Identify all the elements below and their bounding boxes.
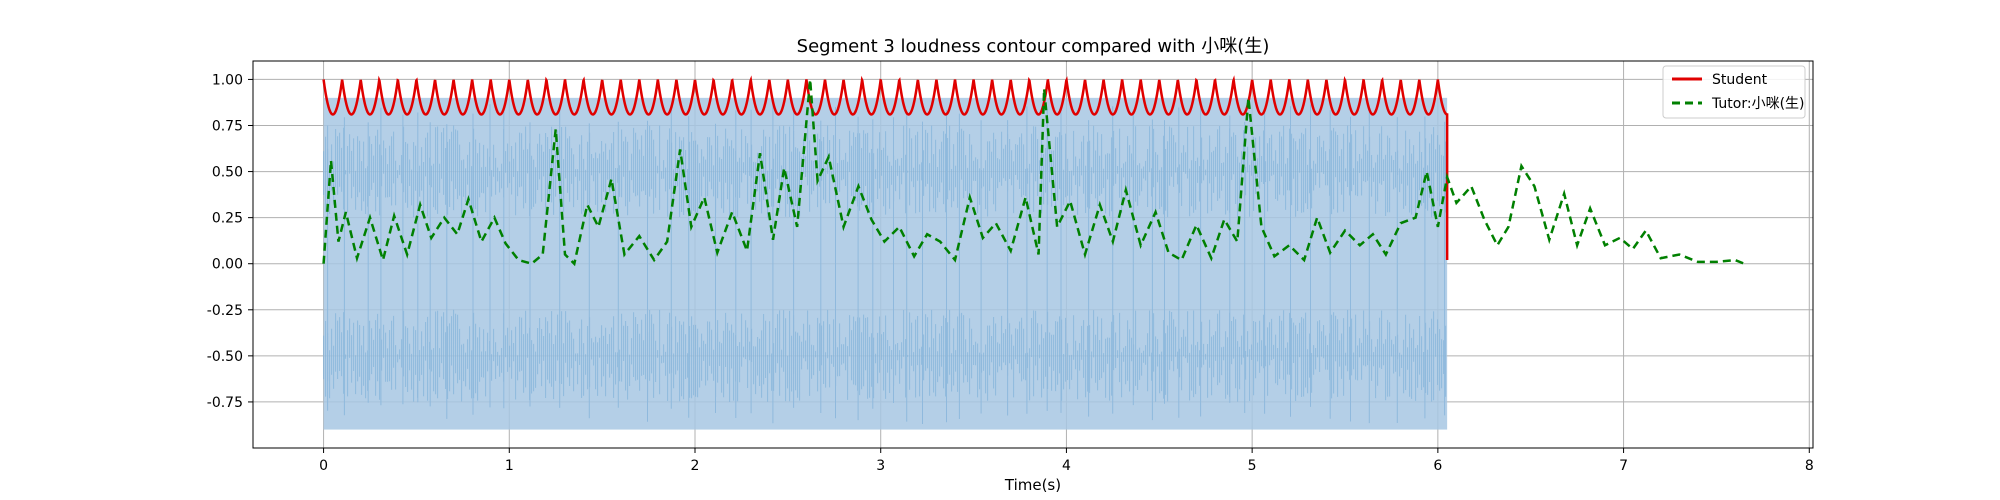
x-tick-label: 5 <box>1248 458 1257 474</box>
y-tick-label: 0.50 <box>212 165 243 181</box>
series-lines <box>322 75 1745 267</box>
waveform-lower-band <box>323 309 1447 402</box>
y-tick-label: 0.25 <box>212 211 243 227</box>
waveform-spikes <box>327 104 1446 424</box>
y-tick-label: 0.75 <box>212 119 243 135</box>
y-tick-label: 0.00 <box>212 257 243 273</box>
y-tick-label: 1.00 <box>212 72 243 88</box>
x-tick-label: 2 <box>691 458 700 474</box>
chart-title: Segment 3 loudness contour compared with… <box>797 36 1270 57</box>
legend-label-student: Student <box>1712 72 1768 88</box>
legend: Student Tutor:小咪(生) <box>1662 65 1806 119</box>
x-tick-label: 3 <box>876 458 885 474</box>
waveform <box>323 97 1448 430</box>
x-tick-label: 1 <box>505 458 514 474</box>
series-line-student <box>322 75 1449 261</box>
x-axis-label: Time(s) <box>1004 476 1061 494</box>
x-tick-label: 4 <box>1062 458 1071 474</box>
x-tick-label: 0 <box>319 458 328 474</box>
series-line-tutor <box>322 79 1745 267</box>
x-tick-label: 8 <box>1805 458 1814 474</box>
plot-frame <box>252 60 1814 449</box>
y-tick-label: -0.75 <box>207 395 243 411</box>
axis-ticks: 0 1 2 3 4 5 6 7 8 1.00 0.75 0.50 0.25 0.00 -0.25 -0.50 -… <box>207 72 1814 474</box>
y-tick-label: -0.50 <box>207 349 243 365</box>
x-tick-label: 7 <box>1619 458 1628 474</box>
waveform-upper-band <box>323 125 1447 218</box>
x-tick-label: 6 <box>1433 458 1442 474</box>
legend-label-tutor: Tutor:小咪(生) <box>1711 96 1805 112</box>
y-tick-label: -0.25 <box>207 303 243 319</box>
